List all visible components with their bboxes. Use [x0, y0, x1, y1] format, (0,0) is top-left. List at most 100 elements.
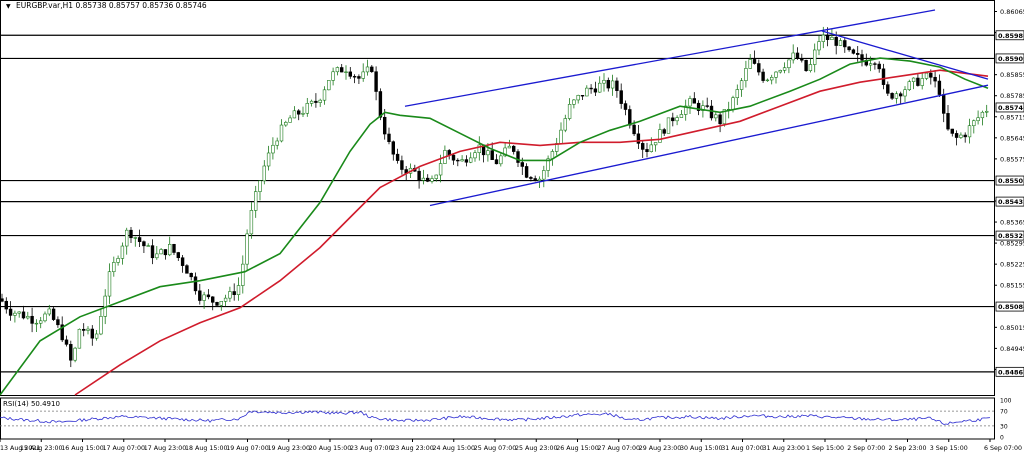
candle[interactable] — [894, 91, 899, 104]
candle[interactable] — [378, 88, 383, 121]
candle[interactable] — [387, 127, 391, 145]
candle[interactable] — [142, 240, 146, 253]
ma-fast-line[interactable] — [0, 57, 989, 396]
candle[interactable] — [916, 74, 920, 87]
candle[interactable] — [94, 330, 99, 341]
candle[interactable] — [524, 163, 529, 179]
candle[interactable] — [610, 74, 615, 96]
candle[interactable] — [567, 98, 572, 121]
candle[interactable] — [357, 74, 361, 85]
candle[interactable] — [425, 174, 430, 183]
candle[interactable] — [486, 142, 490, 162]
candle[interactable] — [748, 54, 752, 69]
candle[interactable] — [352, 74, 357, 84]
candle[interactable] — [744, 60, 748, 88]
candle[interactable] — [559, 122, 563, 145]
candle[interactable] — [327, 80, 331, 91]
candle[interactable] — [924, 71, 929, 81]
candle[interactable] — [787, 59, 791, 74]
candle[interactable] — [666, 117, 671, 134]
candle[interactable] — [430, 175, 434, 184]
candle[interactable] — [477, 136, 481, 161]
candle[interactable] — [335, 66, 340, 76]
candle[interactable] — [374, 66, 378, 101]
candle[interactable] — [959, 132, 963, 139]
candle[interactable] — [572, 99, 576, 109]
rsi-plot-area[interactable]: 100 70 30 0 — [0, 397, 1012, 442]
candle[interactable] — [976, 110, 980, 125]
price-plot-area[interactable] — [0, 0, 995, 396]
candle[interactable] — [602, 73, 606, 92]
candle[interactable] — [511, 145, 516, 155]
rsi-line[interactable] — [0, 410, 991, 425]
candle[interactable] — [382, 108, 387, 140]
candle[interactable] — [580, 95, 585, 101]
candle[interactable] — [980, 110, 985, 126]
candle[interactable] — [241, 255, 245, 294]
candle[interactable] — [671, 112, 675, 127]
candle[interactable] — [825, 27, 830, 47]
candle[interactable] — [51, 305, 56, 321]
candle[interactable] — [499, 152, 503, 167]
candle[interactable] — [258, 180, 262, 201]
candle[interactable] — [163, 249, 168, 260]
candle[interactable] — [348, 67, 352, 79]
candle[interactable] — [82, 323, 86, 337]
candle[interactable] — [533, 175, 537, 182]
candle[interactable] — [86, 326, 90, 335]
candle[interactable] — [56, 316, 60, 328]
candle[interactable] — [292, 106, 297, 119]
candle[interactable] — [370, 65, 374, 73]
candle[interactable] — [662, 127, 666, 136]
candle[interactable] — [176, 251, 180, 261]
candle[interactable] — [757, 59, 761, 76]
candle[interactable] — [795, 47, 800, 60]
candle[interactable] — [963, 132, 967, 143]
candle[interactable] — [150, 239, 155, 265]
candle[interactable] — [460, 155, 464, 162]
candle[interactable] — [73, 346, 77, 363]
candle[interactable] — [735, 84, 740, 106]
candle[interactable] — [851, 48, 856, 55]
candle[interactable] — [77, 328, 82, 349]
candle[interactable] — [615, 77, 619, 98]
candle[interactable] — [774, 71, 778, 84]
candle[interactable] — [688, 95, 692, 114]
candle[interactable] — [17, 311, 21, 318]
candle[interactable] — [838, 38, 843, 47]
candle[interactable] — [8, 301, 13, 321]
candle[interactable] — [593, 81, 598, 96]
candle[interactable] — [468, 152, 473, 164]
candle[interactable] — [769, 74, 774, 85]
candle[interactable] — [361, 63, 365, 82]
candle[interactable] — [933, 70, 937, 88]
candle[interactable] — [950, 128, 955, 137]
candle[interactable] — [886, 81, 890, 96]
candle[interactable] — [542, 165, 546, 188]
candle[interactable] — [34, 319, 39, 333]
candle[interactable] — [211, 296, 215, 311]
candle[interactable] — [585, 85, 589, 97]
candle[interactable] — [391, 140, 395, 161]
candle[interactable] — [645, 142, 649, 158]
candle[interactable] — [112, 256, 116, 277]
candle[interactable] — [692, 92, 697, 104]
candle[interactable] — [249, 202, 254, 239]
candle[interactable] — [481, 144, 486, 163]
candle[interactable] — [137, 229, 142, 247]
candle[interactable] — [395, 148, 400, 164]
candle[interactable] — [245, 229, 249, 271]
candle[interactable] — [705, 97, 709, 109]
candle[interactable] — [576, 94, 580, 104]
candle[interactable] — [193, 272, 198, 295]
candle[interactable] — [890, 92, 894, 100]
candle[interactable] — [120, 242, 125, 265]
candle[interactable] — [228, 286, 232, 302]
candle[interactable] — [21, 305, 26, 320]
candle[interactable] — [490, 142, 494, 160]
candle[interactable] — [873, 61, 877, 70]
candle[interactable] — [739, 78, 744, 97]
trendline[interactable] — [429, 84, 989, 207]
candle[interactable] — [640, 141, 645, 158]
candle[interactable] — [464, 155, 469, 167]
